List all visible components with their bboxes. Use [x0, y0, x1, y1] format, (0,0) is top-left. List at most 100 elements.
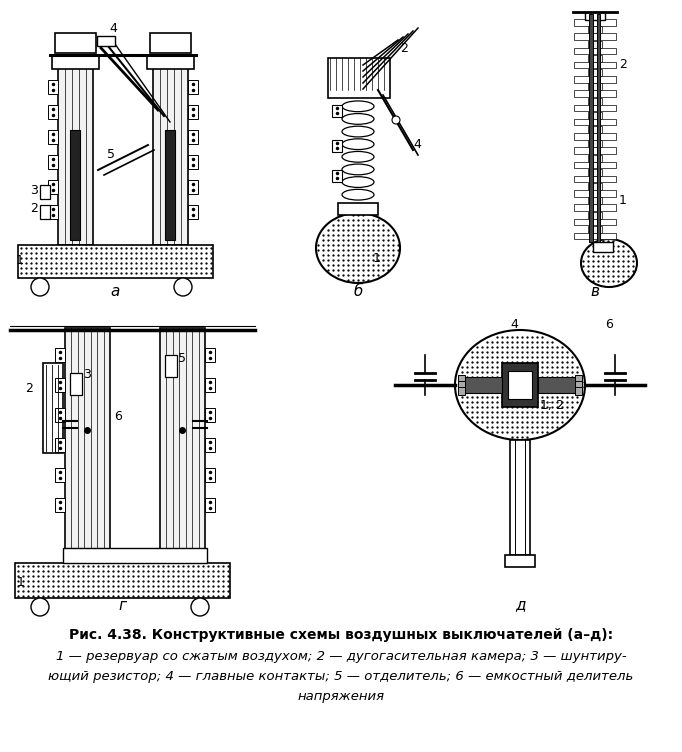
Bar [188, 180, 198, 194]
Text: 4: 4 [510, 319, 518, 332]
Bar [332, 140, 342, 152]
Bar [588, 126, 602, 133]
Bar [188, 105, 198, 119]
Circle shape [174, 278, 192, 296]
Bar [48, 130, 58, 144]
Bar [153, 55, 188, 245]
Circle shape [392, 116, 400, 124]
Text: 2: 2 [30, 202, 38, 214]
Text: 1: 1 [17, 577, 25, 590]
Bar [48, 180, 58, 194]
Bar [588, 168, 602, 176]
Ellipse shape [342, 164, 374, 174]
Bar [55, 408, 65, 422]
Circle shape [191, 598, 209, 616]
Ellipse shape [316, 213, 400, 283]
Text: 1: 1 [373, 251, 381, 265]
Bar [574, 90, 616, 97]
Bar [588, 26, 602, 33]
Bar [588, 154, 602, 162]
Bar [574, 205, 616, 211]
Text: 5: 5 [107, 148, 115, 162]
Bar [589, 14, 593, 242]
Bar [40, 205, 50, 219]
Bar [188, 130, 198, 144]
Bar [575, 387, 582, 395]
Bar [52, 55, 99, 69]
Text: 4: 4 [109, 22, 117, 35]
Text: д: д [515, 598, 525, 612]
Circle shape [31, 598, 49, 616]
Bar [58, 55, 93, 245]
Bar [462, 377, 502, 393]
Bar [574, 105, 616, 111]
Bar [574, 119, 616, 126]
Bar [510, 440, 530, 555]
Bar [588, 211, 602, 219]
Bar [588, 183, 602, 190]
Bar [205, 438, 215, 452]
Text: а: а [110, 284, 119, 299]
Bar [588, 112, 602, 119]
Text: 3: 3 [30, 183, 38, 196]
Bar [70, 373, 82, 395]
Text: 6: 6 [114, 410, 122, 423]
Bar [575, 381, 582, 389]
Bar [48, 205, 58, 219]
Text: напряжения: напряжения [297, 690, 385, 703]
Text: 6: 6 [605, 319, 613, 332]
Bar [205, 378, 215, 392]
Bar [574, 133, 616, 140]
Bar [48, 155, 58, 169]
Bar [18, 245, 213, 278]
Bar [588, 98, 602, 105]
Circle shape [31, 278, 49, 296]
Bar [588, 83, 602, 90]
Bar [574, 219, 616, 225]
Bar [205, 498, 215, 512]
Bar [188, 205, 198, 219]
Ellipse shape [342, 101, 374, 112]
Bar [505, 555, 535, 567]
Bar [332, 170, 342, 182]
Ellipse shape [342, 151, 374, 162]
Bar [574, 233, 616, 239]
Bar [48, 105, 58, 119]
Bar [205, 468, 215, 482]
Bar [65, 328, 110, 563]
Text: 1; 2: 1; 2 [540, 399, 564, 411]
Text: г: г [118, 598, 126, 612]
Bar [55, 498, 65, 512]
Ellipse shape [342, 190, 374, 200]
Bar [40, 185, 50, 199]
Bar [588, 41, 602, 47]
Bar [458, 381, 465, 389]
Bar [458, 375, 465, 383]
Bar [165, 355, 177, 377]
Text: ющий резистор; 4 — главные контакты; 5 — отделитель; 6 — емкостный делитель: ющий резистор; 4 — главные контакты; 5 —… [48, 670, 634, 683]
Bar [188, 155, 198, 169]
Bar [588, 69, 602, 76]
Bar [574, 147, 616, 154]
Text: 1 — резервуар со сжатым воздухом; 2 — дугогасительная камера; 3 — шунтиру-: 1 — резервуар со сжатым воздухом; 2 — ду… [56, 650, 626, 663]
Bar [70, 130, 80, 240]
Bar [574, 19, 616, 26]
Bar [147, 55, 194, 69]
Text: 2: 2 [400, 41, 408, 54]
Bar [588, 12, 602, 19]
Bar [502, 363, 538, 407]
Bar [150, 33, 191, 53]
Bar [574, 176, 616, 182]
Bar [332, 105, 342, 117]
Text: 5: 5 [178, 351, 186, 365]
Bar [165, 130, 175, 240]
Bar [574, 62, 616, 68]
Bar [48, 80, 58, 94]
Bar [55, 33, 96, 53]
Bar [458, 387, 465, 395]
Text: 1: 1 [619, 193, 627, 207]
Bar [593, 242, 613, 252]
Text: Рис. 4.38. Конструктивные схемы воздушных выключателей (а–д):: Рис. 4.38. Конструктивные схемы воздушны… [69, 628, 613, 642]
Bar [63, 548, 207, 563]
Bar [43, 363, 63, 453]
